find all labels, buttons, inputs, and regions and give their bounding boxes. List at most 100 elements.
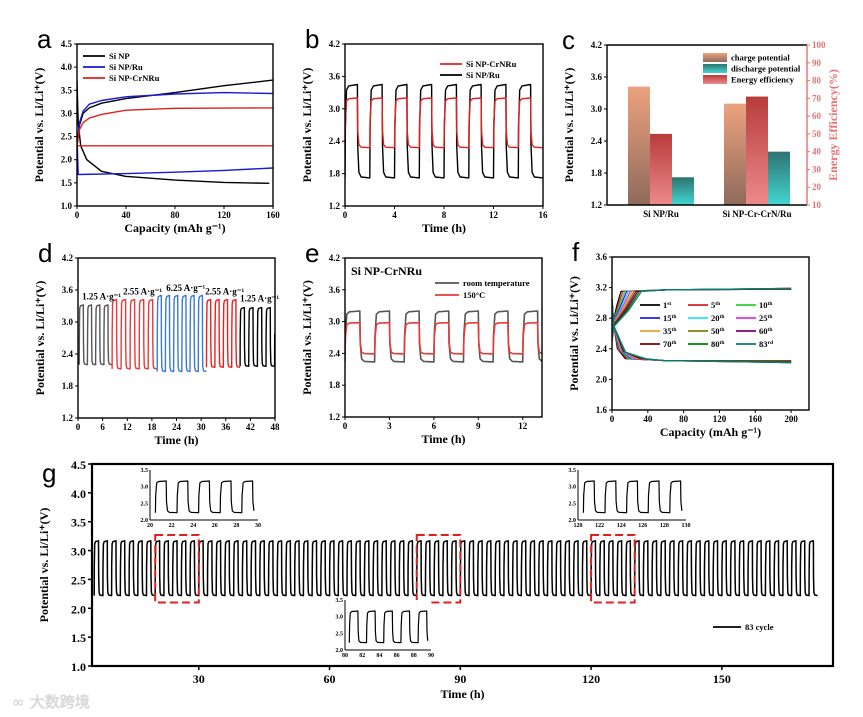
legend-label: Si NP-CrNRu bbox=[466, 59, 517, 69]
y-tick-label: 4.2 bbox=[62, 253, 74, 263]
x-tick-label: 0 bbox=[76, 422, 81, 432]
plot-frame bbox=[344, 257, 543, 418]
y-axis-label: Potential vs. Li/Li⁺(V) bbox=[33, 281, 47, 396]
y-tick-label: 3.6 bbox=[596, 252, 608, 262]
y-tick-label: 3.0 bbox=[329, 104, 341, 114]
series-line bbox=[111, 298, 158, 370]
legend-label: Si NP/Ru bbox=[109, 62, 143, 72]
y-tick-label: 3.5 bbox=[61, 85, 73, 95]
y-right-tick-label: 60 bbox=[812, 111, 822, 121]
x-tick-label: 160 bbox=[266, 210, 280, 220]
cycle-ordinal-suffix: th bbox=[720, 327, 725, 333]
inset-series-line bbox=[582, 480, 683, 514]
highlight-window bbox=[154, 533, 200, 604]
legend-label: 50th bbox=[711, 326, 724, 336]
inset-x-tick-label: 126 bbox=[638, 523, 647, 529]
legend-label: Si NP-CrNRu bbox=[109, 73, 160, 83]
y-right-tick-label: 90 bbox=[812, 58, 822, 68]
legend-label: Si NP/Ru bbox=[466, 70, 500, 80]
cycle-ordinal-suffix: th bbox=[715, 301, 720, 307]
cycle-ordinal-suffix: th bbox=[720, 314, 725, 320]
inset-x-tick-label: 84 bbox=[376, 653, 382, 659]
inset-y-tick-label: 2.0 bbox=[569, 518, 577, 524]
legend-label: 25th bbox=[759, 313, 772, 323]
series-group bbox=[345, 83, 543, 179]
x-tick-label: 6 bbox=[432, 421, 437, 431]
y-tick-label: 2.4 bbox=[329, 136, 341, 146]
panel-letter: b bbox=[305, 24, 319, 54]
bar-Energy-efficiency bbox=[650, 133, 672, 205]
cycle-number: 35 bbox=[663, 326, 672, 336]
y-tick-label: 1.2 bbox=[591, 200, 603, 210]
plot-frame bbox=[611, 256, 810, 411]
legend-label: 70th bbox=[663, 339, 676, 349]
y-tick-label: 3.6 bbox=[591, 72, 603, 82]
y-tick-label: 3.5 bbox=[71, 516, 86, 530]
legend-label: 20th bbox=[711, 313, 724, 323]
legend-label: Si NP bbox=[109, 51, 130, 61]
x-category-label: Si NP/Ru bbox=[643, 209, 679, 219]
y-tick-label: 2.4 bbox=[591, 136, 603, 146]
x-tick-label: 30 bbox=[197, 422, 207, 432]
highlight-window bbox=[590, 533, 636, 604]
inset-x-tick-label: 26 bbox=[212, 523, 218, 529]
panel-title: Si NP-CrNRu bbox=[351, 264, 422, 278]
inset-plot: 2.0 2.5 3.0 3.5 20 22 24 26 28 30 bbox=[141, 468, 262, 529]
x-tick-label: 9 bbox=[476, 421, 481, 431]
bar-charge-potential bbox=[628, 86, 650, 205]
y-tick-label: 1.8 bbox=[62, 381, 74, 391]
x-tick-label: 16 bbox=[539, 210, 549, 220]
inset-y-tick-label: 3.5 bbox=[141, 468, 149, 474]
plot-frame bbox=[76, 43, 274, 207]
bar-Energy-efficiency bbox=[746, 96, 768, 205]
cycle-number: 25 bbox=[759, 313, 768, 323]
y-tick-label: 2.0 bbox=[71, 602, 86, 616]
inset-x-tick-label: 130 bbox=[682, 523, 691, 529]
y-tick-label: 2.4 bbox=[329, 348, 341, 358]
legend-label: 5th bbox=[711, 300, 720, 310]
y-tick-label: 4.2 bbox=[329, 39, 341, 49]
cycle-number: 10 bbox=[759, 300, 768, 310]
cycle-number: 83 bbox=[759, 339, 768, 349]
y-tick-label: 4.5 bbox=[61, 39, 73, 49]
cycle-number: 50 bbox=[711, 326, 720, 336]
y-tick-label: 4.2 bbox=[591, 40, 603, 50]
inset-plot: 2.0 2.5 3.0 3.5 80 82 84 86 88 90 bbox=[336, 598, 435, 659]
y-tick-label: 1.2 bbox=[329, 412, 341, 422]
inset-x-tick-label: 128 bbox=[660, 523, 669, 529]
cycle-number: 15 bbox=[663, 313, 672, 323]
inset-y-tick-label: 3.0 bbox=[336, 615, 344, 621]
y-tick-label: 2.4 bbox=[62, 349, 74, 359]
x-tick-label: 60 bbox=[324, 672, 336, 686]
cycle-ordinal-suffix: th bbox=[672, 327, 677, 333]
inset-y-tick-label: 2.5 bbox=[569, 501, 577, 507]
y-right-tick-label: 20 bbox=[812, 182, 822, 192]
inset-x-tick-label: 28 bbox=[233, 523, 239, 529]
y-right-tick-label: 30 bbox=[812, 164, 822, 174]
y-tick-label: 3.0 bbox=[71, 545, 86, 559]
current-density-label: 2.55 A·g⁻¹ bbox=[205, 286, 244, 296]
cycle-number: 70 bbox=[663, 339, 672, 349]
inset-x-tick-label: 90 bbox=[428, 653, 434, 659]
y-tick-label: 2.0 bbox=[596, 374, 608, 384]
legend-label: 150°C bbox=[463, 290, 485, 300]
panel-letter: f bbox=[572, 237, 580, 267]
x-axis-label: Time (h) bbox=[421, 432, 465, 446]
x-tick-label: 40 bbox=[643, 414, 653, 424]
x-tick-label: 80 bbox=[171, 210, 181, 220]
y-axis-label: Potential vs. Li/Li⁺(V) bbox=[37, 508, 51, 623]
x-tick-label: 36 bbox=[221, 422, 231, 432]
y-tick-label: 2.5 bbox=[61, 132, 73, 142]
x-tick-label: 48 bbox=[271, 422, 281, 432]
x-tick-label: 120 bbox=[217, 210, 231, 220]
y-tick-label: 1.0 bbox=[61, 201, 73, 211]
y-right-tick-label: 70 bbox=[812, 93, 822, 103]
y-right-tick-label: 10 bbox=[812, 200, 822, 210]
y-right-tick-label: 100 bbox=[812, 40, 826, 50]
x-tick-label: 8 bbox=[442, 210, 447, 220]
x-tick-label: 3 bbox=[387, 421, 392, 431]
x-axis-label: Time (h) bbox=[422, 221, 466, 235]
x-tick-label: 24 bbox=[172, 422, 182, 432]
